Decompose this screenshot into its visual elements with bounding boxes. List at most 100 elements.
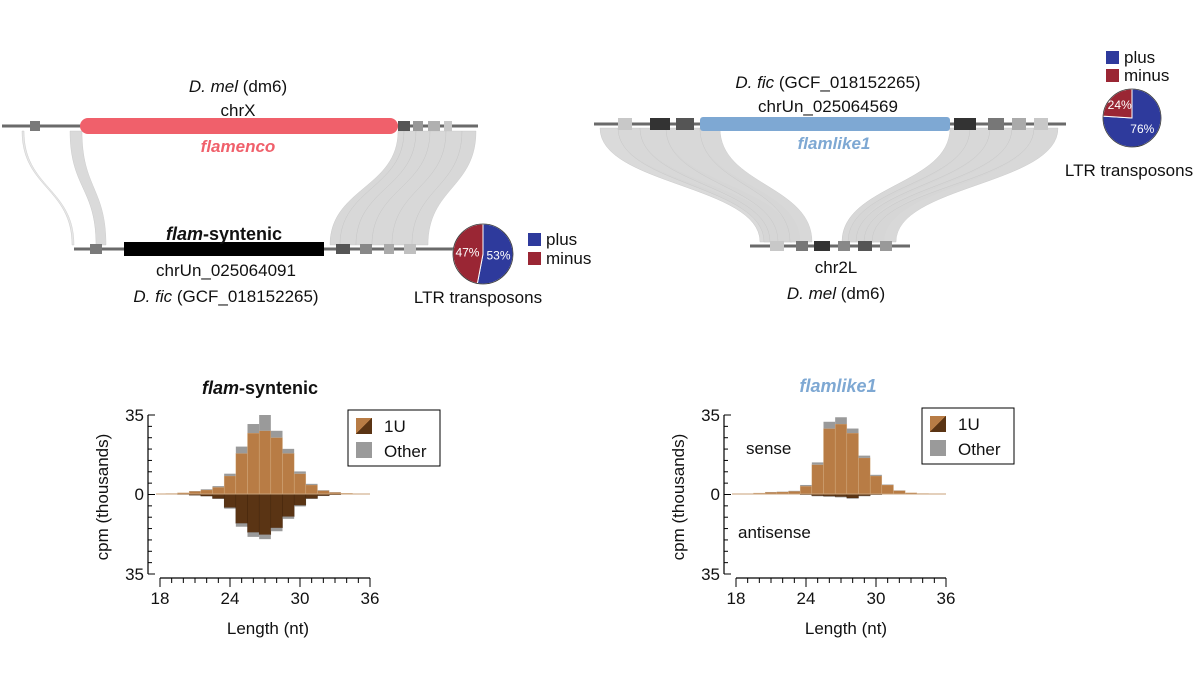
- pie-outline: [452, 223, 514, 285]
- track-feature: [650, 118, 670, 130]
- legend-minus-label: minus: [1124, 66, 1169, 85]
- right-ltr-pie: 76% 24%: [1102, 88, 1162, 148]
- bar-sense-other: [823, 421, 836, 429]
- x-tick-label: 36: [361, 589, 380, 608]
- pie-outline: [1102, 88, 1162, 148]
- bar-sense-other: [305, 483, 318, 485]
- bar-antisense-1u: [258, 493, 272, 535]
- bar-sense-other: [800, 484, 812, 487]
- y-axis-label: cpm (thousands): [669, 434, 688, 561]
- x-tick-label: 18: [727, 589, 746, 608]
- pie-label-plus: 76%: [1130, 122, 1154, 136]
- synteny-ribbon: [871, 127, 1059, 243]
- synteny-ribbon: [411, 130, 477, 246]
- pie-label-plus: 53%: [487, 248, 511, 262]
- left-synteny-panel: D. mel (dm6) chrX flamenco flam-syntenic…: [2, 77, 478, 306]
- track-feature: [618, 118, 632, 130]
- x-axis-label: Length (nt): [227, 619, 309, 638]
- bar-antisense-other: [282, 516, 295, 519]
- track-feature: [858, 241, 872, 251]
- x-tick-label: 18: [151, 589, 170, 608]
- pie-label-minus: 24%: [1108, 98, 1132, 112]
- bar-antisense-other: [247, 532, 260, 537]
- left-bottom-species-label: D. fic (GCF_018152265): [133, 287, 318, 306]
- legend-minus-label: minus: [546, 249, 591, 268]
- bar-sense-1u: [235, 453, 248, 495]
- right-bottom-species-label: D. mel (dm6): [787, 284, 885, 303]
- bar-antisense-1u: [282, 493, 295, 517]
- left-bottom-chrom-label: chrUn_025064091: [156, 261, 296, 280]
- bar-antisense-other: [270, 527, 283, 532]
- bar-sense-1u: [200, 489, 213, 495]
- bar-sense-other: [846, 428, 859, 434]
- flamlike1-locus-bar: [700, 117, 950, 131]
- legend-1u-label: 1U: [958, 415, 980, 434]
- bar-sense-other: [200, 489, 213, 490]
- track-feature: [384, 244, 394, 254]
- legend-1u-swatch: [930, 416, 946, 432]
- bar-antisense-1u: [846, 493, 859, 499]
- synteny-ribbon: [699, 127, 813, 243]
- right-top-chrom-label: chrUn_025064569: [758, 97, 898, 116]
- bar-sense-1u: [893, 490, 906, 495]
- track-feature: [428, 121, 440, 131]
- flam-syntenic-locus-label: flam-syntenic: [166, 224, 282, 244]
- legend-minus-swatch: [528, 252, 541, 265]
- bar-sense-1u: [858, 457, 871, 495]
- x-axis-label: Length (nt): [805, 619, 887, 638]
- legend-plus-label: plus: [1124, 48, 1155, 67]
- bar-antisense-1u: [235, 493, 248, 524]
- left-pie-title: LTR transposons: [414, 288, 542, 307]
- bar-antisense-1u: [212, 493, 225, 499]
- bar-sense-1u: [834, 423, 848, 495]
- track-feature: [1034, 118, 1048, 130]
- y-tick-label: 35: [701, 406, 720, 425]
- bar-sense-other: [811, 462, 824, 465]
- track-feature: [796, 241, 808, 251]
- bar-sense-1u: [317, 490, 330, 495]
- synteny-ribbon: [21, 130, 75, 246]
- right-pie-legend: plus minus: [1106, 48, 1169, 85]
- track-feature: [90, 244, 102, 254]
- right-bottom-chrom-label: chr2L: [815, 258, 858, 277]
- track-feature: [814, 241, 830, 251]
- bar-antisense-1u: [223, 493, 237, 508]
- y-tick-label: 35: [701, 565, 720, 584]
- bar-sense-1u: [293, 473, 307, 495]
- right-synteny-ribbons: [599, 127, 1059, 243]
- left-pie-legend: plus minus: [528, 230, 591, 268]
- y-tick-label: 35: [125, 406, 144, 425]
- y-axis-label: cpm (thousands): [93, 434, 112, 561]
- track-feature: [988, 118, 1004, 130]
- left-bottom-track: [74, 242, 470, 256]
- flam-syntenic-histogram: flam-syntenic cpm (thousands) Length (nt…: [93, 378, 441, 638]
- chart-legend: 1U Other: [347, 409, 441, 467]
- flamlike1-locus-label: flamlike1: [798, 134, 871, 153]
- track-feature: [30, 121, 40, 131]
- track-feature: [770, 241, 784, 251]
- flam-syntenic-locus-bar: [124, 242, 324, 256]
- legend-1u-swatch: [356, 418, 372, 434]
- bar-sense-other: [858, 455, 871, 458]
- right-pie-title: LTR transposons: [1065, 161, 1193, 180]
- flamlike1-histogram: flamlike1 cpm (thousands) Length (nt) se…: [669, 376, 1015, 638]
- synteny-ribbon: [69, 130, 107, 246]
- chart-title: flam-syntenic: [202, 378, 318, 398]
- left-synteny-ribbons: [21, 130, 477, 246]
- left-top-chrom-label: chrX: [221, 101, 256, 120]
- bar-sense-1u: [305, 484, 318, 495]
- legend-1u-label: 1U: [384, 417, 406, 436]
- left-top-track: [2, 118, 478, 134]
- left-top-species-label: D. mel (dm6): [189, 77, 287, 96]
- right-bottom-track: [750, 241, 910, 251]
- bar-antisense-1u: [247, 493, 260, 533]
- y-tick-label: 0: [711, 485, 720, 504]
- bar-antisense-other: [235, 523, 248, 527]
- x-tick-label: 30: [291, 589, 310, 608]
- x-tick-label: 30: [867, 589, 886, 608]
- bar-sense-1u: [799, 485, 813, 495]
- bar-antisense-other: [835, 496, 847, 498]
- legend-other-swatch: [356, 442, 372, 458]
- bar-sense-1u: [811, 464, 824, 495]
- track-feature: [413, 121, 423, 131]
